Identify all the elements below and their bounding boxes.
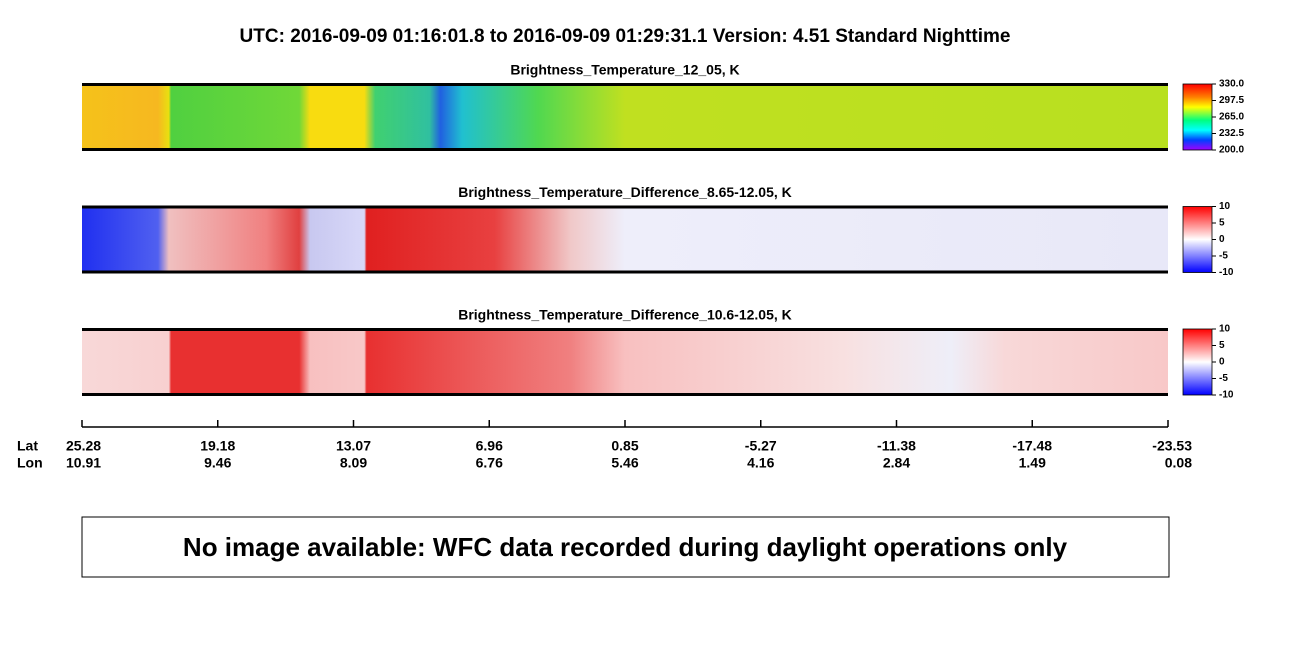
colorbar <box>1182 83 1213 151</box>
image-strip <box>82 206 1168 273</box>
lat-tick-label: 19.18 <box>200 438 235 454</box>
lon-tick-label: 8.09 <box>340 455 367 471</box>
colorbar-tick-label: -5 <box>1219 251 1228 262</box>
colorbar-tick-label: -10 <box>1219 267 1234 278</box>
lat-tick-label: -5.27 <box>745 438 777 454</box>
image-strip <box>82 84 1168 150</box>
colorbar-tick-label: 330.0 <box>1219 79 1244 90</box>
colorbar <box>1182 328 1213 396</box>
colorbar-tick-label: 200.0 <box>1219 145 1244 156</box>
colorbar-tick-label: 5 <box>1219 340 1225 351</box>
colorbar-tick-label: 10 <box>1219 324 1231 335</box>
colorbar <box>1182 206 1213 273</box>
lon-tick-label: 10.91 <box>66 455 101 471</box>
lon-tick-label: 9.46 <box>204 455 231 471</box>
strip-edge <box>82 270 1168 274</box>
strip-edge <box>82 205 1168 209</box>
message-box <box>81 516 1170 578</box>
colorbar-tick-label: 10 <box>1219 201 1231 212</box>
title: UTC: 2016-09-09 01:16:01.8 to 2016-09-09… <box>240 26 1011 47</box>
colorbar-tick-label: -5 <box>1219 373 1228 384</box>
panel-title: Brightness_Temperature_Difference_10.6-1… <box>458 307 792 323</box>
lat-tick-label: -11.38 <box>877 438 916 454</box>
lat-tick-label: -17.48 <box>1012 438 1052 454</box>
lat-tick-label: 13.07 <box>336 438 371 454</box>
strip-edge <box>82 328 1168 331</box>
lon-tick-label: 4.16 <box>747 455 774 471</box>
colorbar-tick-label: 5 <box>1219 218 1225 229</box>
colorbar-tick-label: 265.0 <box>1219 112 1244 123</box>
strip-edge <box>82 148 1168 151</box>
strip-edge <box>82 393 1168 396</box>
colorbar-tick-label: 297.5 <box>1219 95 1244 106</box>
colorbar-tick-label: 0 <box>1219 357 1225 368</box>
lat-tick-label: 6.96 <box>476 438 503 454</box>
lon-tick-label: 0.08 <box>1165 455 1192 471</box>
lat-tick-label: -23.53 <box>1152 438 1192 454</box>
lon-tick-label: 5.46 <box>611 455 638 471</box>
lon-tick-label: 2.84 <box>883 455 910 471</box>
panel-title: Brightness_Temperature_Difference_8.65-1… <box>458 184 792 200</box>
lat-tick-label: 0.85 <box>611 438 638 454</box>
strip-edge <box>82 83 1168 86</box>
colorbar-tick-label: 232.5 <box>1219 128 1244 139</box>
lat-tick-label: 25.28 <box>66 438 101 454</box>
colorbar-tick-label: 0 <box>1219 234 1225 245</box>
lon-tick-label: 1.49 <box>1019 455 1046 471</box>
message: No image available: WFC data recorded du… <box>183 532 1068 562</box>
lon-tick-label: 6.76 <box>476 455 503 471</box>
lon-label: Lon <box>17 455 43 471</box>
panel-title: Brightness_Temperature_12_05, K <box>510 62 739 78</box>
lat-label: Lat <box>17 438 38 454</box>
image-strip <box>82 329 1168 395</box>
colorbar-tick-label: -10 <box>1219 390 1234 401</box>
